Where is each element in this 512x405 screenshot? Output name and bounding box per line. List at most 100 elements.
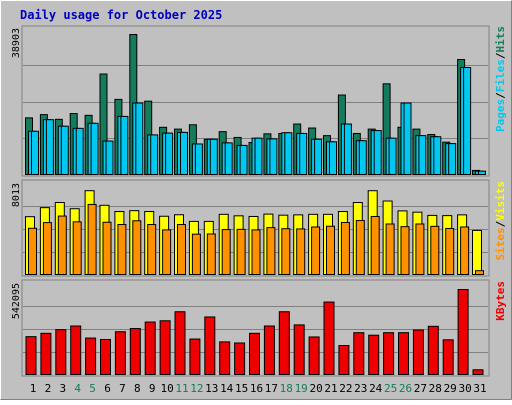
pages-bar bbox=[239, 144, 248, 175]
sites-bar bbox=[355, 220, 365, 276]
day-label: 21 bbox=[324, 382, 337, 395]
kbytes-bar bbox=[263, 325, 275, 376]
kbytes-bar bbox=[308, 336, 320, 375]
sites-bar bbox=[177, 224, 186, 275]
kbytes-bar bbox=[55, 329, 67, 375]
pages-bar bbox=[194, 143, 203, 175]
pages-bar bbox=[299, 132, 308, 175]
day-label: 3 bbox=[59, 382, 66, 395]
kbytes-bar bbox=[70, 325, 82, 376]
kbytes-bar bbox=[114, 331, 126, 376]
series-name: KBytes bbox=[494, 281, 507, 321]
y-max-label: 38903 bbox=[11, 28, 22, 58]
sites-bar bbox=[117, 224, 127, 275]
panel-kbytes bbox=[21, 279, 490, 377]
pages-bar bbox=[75, 127, 84, 175]
sites-bar bbox=[251, 229, 261, 276]
pages-bar bbox=[329, 141, 337, 176]
kbytes-bar bbox=[249, 332, 260, 375]
sites-bar bbox=[236, 228, 246, 275]
day-label: 20 bbox=[309, 382, 322, 395]
sites-bar bbox=[206, 233, 216, 276]
kbytes-bar bbox=[129, 328, 141, 375]
sites-bar bbox=[430, 225, 440, 276]
kbytes-bar bbox=[100, 338, 111, 375]
axis-label-separator: / bbox=[494, 92, 507, 99]
kbytes-bar bbox=[472, 369, 484, 375]
kbytes-bar bbox=[278, 311, 290, 375]
pages-bar bbox=[284, 132, 293, 175]
day-label: 26 bbox=[399, 382, 412, 395]
pages-bar bbox=[403, 102, 412, 175]
sites-bar bbox=[385, 223, 395, 276]
day-label: 15 bbox=[235, 382, 248, 395]
panel-visits-sites bbox=[21, 179, 490, 277]
day-label: 16 bbox=[250, 382, 263, 395]
day-label: 5 bbox=[89, 382, 96, 395]
sites-bar bbox=[28, 227, 37, 275]
pages-bar bbox=[180, 131, 188, 175]
day-label: 18 bbox=[280, 382, 293, 395]
kbytes-bar bbox=[338, 345, 350, 376]
pages-bar bbox=[120, 115, 129, 175]
kbytes-bar bbox=[40, 332, 52, 375]
pages-bar bbox=[418, 135, 427, 175]
pages-bar bbox=[388, 137, 397, 175]
series-axis-label: KBytes bbox=[494, 281, 507, 321]
pages-bar bbox=[165, 132, 174, 175]
kbytes-bar bbox=[442, 339, 454, 375]
kbytes-bar bbox=[159, 320, 171, 375]
sites-bar bbox=[57, 215, 67, 276]
kbytes-bar bbox=[25, 336, 37, 375]
sites-bar bbox=[400, 226, 410, 275]
pages-bar bbox=[224, 142, 233, 175]
sites-bar bbox=[281, 228, 291, 275]
day-label: 25 bbox=[384, 382, 397, 395]
sites-bar bbox=[311, 226, 321, 275]
series-name: Files bbox=[494, 59, 507, 92]
day-label: 10 bbox=[160, 382, 173, 395]
kbytes-bar bbox=[398, 332, 409, 375]
day-label: 24 bbox=[369, 382, 383, 395]
axis-label-separator: / bbox=[494, 52, 507, 59]
pages-bar bbox=[105, 140, 114, 175]
day-label: 13 bbox=[205, 382, 218, 395]
panel-hits-files-pages bbox=[21, 25, 490, 177]
kbytes-bar bbox=[427, 325, 439, 376]
series-axis-label: Pages/Files/Hits bbox=[494, 26, 507, 132]
kbytes-bar bbox=[219, 341, 231, 376]
day-label: 11 bbox=[175, 382, 188, 395]
day-label: 4 bbox=[74, 382, 81, 395]
pages-bar bbox=[135, 102, 144, 175]
sites-bar bbox=[370, 215, 380, 275]
day-label: 6 bbox=[104, 382, 111, 395]
pages-bar bbox=[45, 119, 54, 175]
sites-bar bbox=[266, 227, 276, 275]
axis-labels: 389038013542095Pages/Files/HitsSites/Vis… bbox=[11, 26, 507, 395]
day-label: 31 bbox=[473, 382, 486, 395]
sites-bar bbox=[147, 224, 157, 275]
y-max-label: 8013 bbox=[11, 183, 22, 207]
kbytes-bar bbox=[457, 289, 469, 375]
pages-bar bbox=[343, 123, 352, 175]
sites-bar bbox=[42, 222, 52, 276]
pages-bar bbox=[433, 136, 442, 176]
sites-bar bbox=[72, 221, 82, 275]
kbytes-bar bbox=[85, 337, 97, 375]
sites-bar bbox=[475, 270, 484, 276]
pages-bar bbox=[358, 140, 367, 175]
sites-bar bbox=[221, 229, 231, 276]
axis-label-separator: / bbox=[494, 220, 507, 227]
pages-bar bbox=[314, 138, 323, 176]
day-label: 17 bbox=[265, 382, 278, 395]
y-max-label: 542095 bbox=[11, 283, 22, 319]
sites-bar bbox=[415, 223, 425, 276]
day-label: 27 bbox=[414, 382, 427, 395]
pages-bar bbox=[448, 143, 457, 175]
sites-bar bbox=[132, 220, 142, 275]
kbytes-bar bbox=[353, 332, 365, 375]
pages-bar bbox=[269, 138, 278, 175]
sites-bar bbox=[87, 203, 97, 275]
pages-bar bbox=[60, 125, 69, 175]
